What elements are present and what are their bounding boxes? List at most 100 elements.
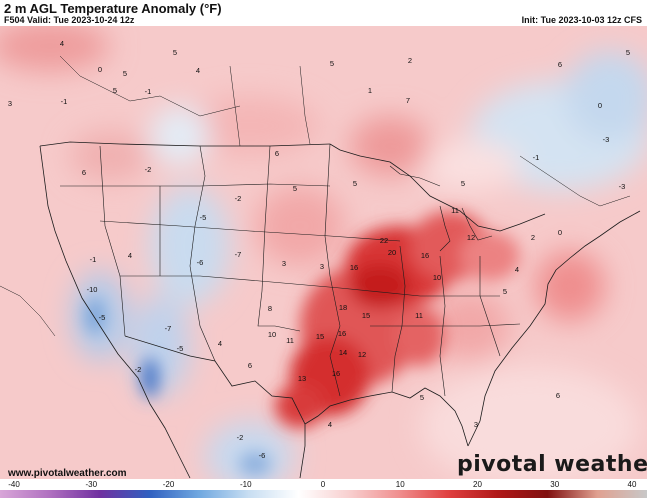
colorbar-gradient <box>0 490 647 498</box>
canada-province-lines <box>59 55 241 117</box>
anomaly-label: 5 <box>113 86 117 95</box>
state-line-4 <box>99 220 401 242</box>
state-line-6 <box>370 323 521 327</box>
anomaly-label: -6 <box>197 258 204 267</box>
anomaly-label: 18 <box>339 303 347 312</box>
site-url[interactable]: www.pivotalweather.com <box>8 468 127 479</box>
anomaly-label: 6 <box>558 60 562 69</box>
lake-michigan <box>439 205 451 252</box>
great-lakes-border <box>329 143 546 232</box>
anomaly-label: -1 <box>533 153 540 162</box>
colorbar-tick-label: 0 <box>320 480 326 489</box>
anomaly-label: 6 <box>556 391 560 400</box>
colorbar-tick-label: -20 <box>162 480 175 489</box>
anomaly-label: 3 <box>474 420 478 429</box>
state-line-7 <box>391 245 406 393</box>
anomaly-label: 2 <box>408 56 412 65</box>
state-line-9 <box>479 256 501 357</box>
header: 2 m AGL Temperature Anomaly (°F) F504 Va… <box>0 0 647 26</box>
anomaly-label: 10 <box>433 273 441 282</box>
anomaly-label: -5 <box>99 313 106 322</box>
colorbar-tick-label: 40 <box>627 480 637 489</box>
anomaly-label: 4 <box>218 339 222 348</box>
colorbar: -40 -30 -20 -10 0 10 20 30 40 <box>0 479 647 500</box>
state-line-5 <box>120 275 500 297</box>
anomaly-label: -2 <box>235 194 242 203</box>
anomaly-label: -2 <box>237 433 244 442</box>
state-line-2 <box>257 145 301 332</box>
colorbar-tick-label: 10 <box>395 480 405 489</box>
anomaly-label: -7 <box>165 324 172 333</box>
anomaly-label: 16 <box>421 251 429 260</box>
anomaly-label: 8 <box>268 304 272 313</box>
anomaly-label: -3 <box>619 182 626 191</box>
quebec-coast <box>519 155 631 207</box>
anomaly-label: -7 <box>235 250 242 259</box>
anomaly-label: 11 <box>415 311 423 320</box>
anomaly-label: 16 <box>350 263 358 272</box>
anomaly-label: -1 <box>145 87 152 96</box>
anomaly-label: -3 <box>603 135 610 144</box>
init-time-label: Init: Tue 2023-10-03 12z CFS <box>521 15 642 25</box>
brand-logo: pivotal weather <box>457 452 647 477</box>
lake-superior <box>389 165 441 187</box>
anomaly-label: 12 <box>358 350 366 359</box>
anomaly-label: 22 <box>380 236 388 245</box>
atlantic-coast <box>467 210 641 447</box>
anomaly-label: -10 <box>87 285 98 294</box>
state-line-10 <box>60 183 331 187</box>
anomaly-label: 14 <box>339 348 347 357</box>
anomaly-label: 5 <box>330 59 334 68</box>
anomaly-label: 4 <box>515 265 519 274</box>
anomaly-label: 3 <box>282 259 286 268</box>
lake-huron <box>461 207 493 241</box>
anomaly-label: -5 <box>200 213 207 222</box>
anomaly-label: 1 <box>368 86 372 95</box>
anomaly-label: 4 <box>128 251 132 260</box>
anomaly-label: 11 <box>451 206 459 215</box>
anomaly-label: 7 <box>406 96 410 105</box>
map-title: 2 m AGL Temperature Anomaly (°F) <box>4 1 222 16</box>
anomaly-label: 5 <box>173 48 177 57</box>
anomaly-label: 3 <box>320 262 324 271</box>
canada-province-lines-2 <box>229 65 311 147</box>
anomaly-label: 6 <box>248 361 252 370</box>
state-line-11 <box>99 145 126 337</box>
anomaly-label: -1 <box>90 255 97 264</box>
anomaly-map[interactable]: 4 5 0 -1 -1 5 5 4 5 1 7 2 6 5 3 6 -2 6 5 5 5 -5 -2 4 -1 -10 -6 -7 3 3… <box>0 26 647 479</box>
anomaly-label: 5 <box>420 393 424 402</box>
colorbar-tick-label: -10 <box>239 480 252 489</box>
anomaly-label: 0 <box>558 228 562 237</box>
anomaly-label: -6 <box>259 451 266 460</box>
state-line-3 <box>324 143 341 397</box>
anomaly-label: 4 <box>328 420 332 429</box>
anomaly-label: 5 <box>626 48 630 57</box>
anomaly-label: 6 <box>82 168 86 177</box>
anomaly-label: 11 <box>286 336 294 345</box>
anomaly-label: 5 <box>461 179 465 188</box>
anomaly-label: 0 <box>98 65 102 74</box>
valid-time-label: F504 Valid: Tue 2023-10-24 12z <box>4 15 135 25</box>
anomaly-label: 15 <box>316 332 324 341</box>
anomaly-label: 5 <box>353 179 357 188</box>
pacific-contour <box>0 285 56 337</box>
anomaly-label: 15 <box>362 311 370 320</box>
gulf-coast <box>304 387 469 447</box>
anomaly-label: 12 <box>467 233 475 242</box>
canada-border <box>39 141 331 147</box>
anomaly-label: -2 <box>135 365 142 374</box>
anomaly-label: 3 <box>8 99 12 108</box>
anomaly-label: 10 <box>268 330 276 339</box>
anomaly-label: 6 <box>275 149 279 158</box>
colorbar-tick-label: 30 <box>550 480 560 489</box>
anomaly-label: -2 <box>145 165 152 174</box>
colorbar-tick-label: 20 <box>473 480 482 489</box>
anomaly-label: 5 <box>123 69 127 78</box>
mexico-border <box>124 335 306 479</box>
state-line-8 <box>439 255 446 397</box>
colorbar-tick-label: -40 <box>8 480 20 489</box>
pacific-coast <box>39 145 191 479</box>
colorbar-tick-label: -30 <box>85 480 98 489</box>
